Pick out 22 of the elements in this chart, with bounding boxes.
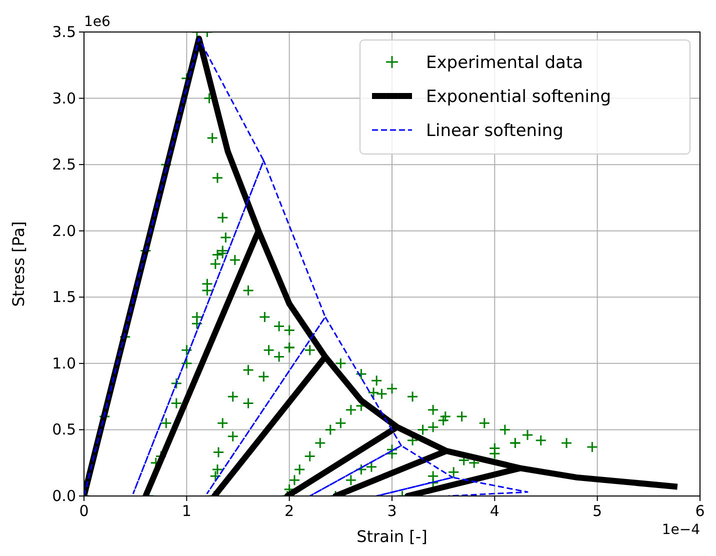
y-tick-label: 3.0 (52, 89, 76, 108)
text: 1e6 (84, 14, 111, 30)
x-tick-label: 3 (387, 502, 397, 520)
y-tick-label: 0.5 (52, 420, 76, 439)
x-tick-label: 6 (695, 502, 705, 520)
y-tick-label: 0.0 (52, 487, 76, 505)
x-tick-label: 0 (79, 502, 89, 520)
legend-label: Experimental data (426, 53, 584, 73)
y-tick-label: 3.5 (52, 23, 76, 41)
x-tick-label: 5 (592, 502, 602, 520)
y-axis-title: Stress [Pa] (9, 221, 28, 307)
x-tick-label: 1 (182, 502, 192, 520)
y-tick-label: 2.0 (52, 222, 76, 240)
x-tick-label: 2 (284, 502, 294, 520)
x-axis-title: Strain [-] (356, 527, 428, 546)
x-tick-label: 4 (490, 502, 500, 520)
y-tick-label: 2.5 (52, 156, 76, 174)
y-tick-label: 1.5 (52, 288, 76, 306)
y-tick-label: 1.0 (52, 354, 76, 372)
legend-label: Exponential softening (426, 87, 612, 107)
text: 1e−4 (662, 522, 700, 538)
legend-label: Linear softening (426, 121, 564, 141)
